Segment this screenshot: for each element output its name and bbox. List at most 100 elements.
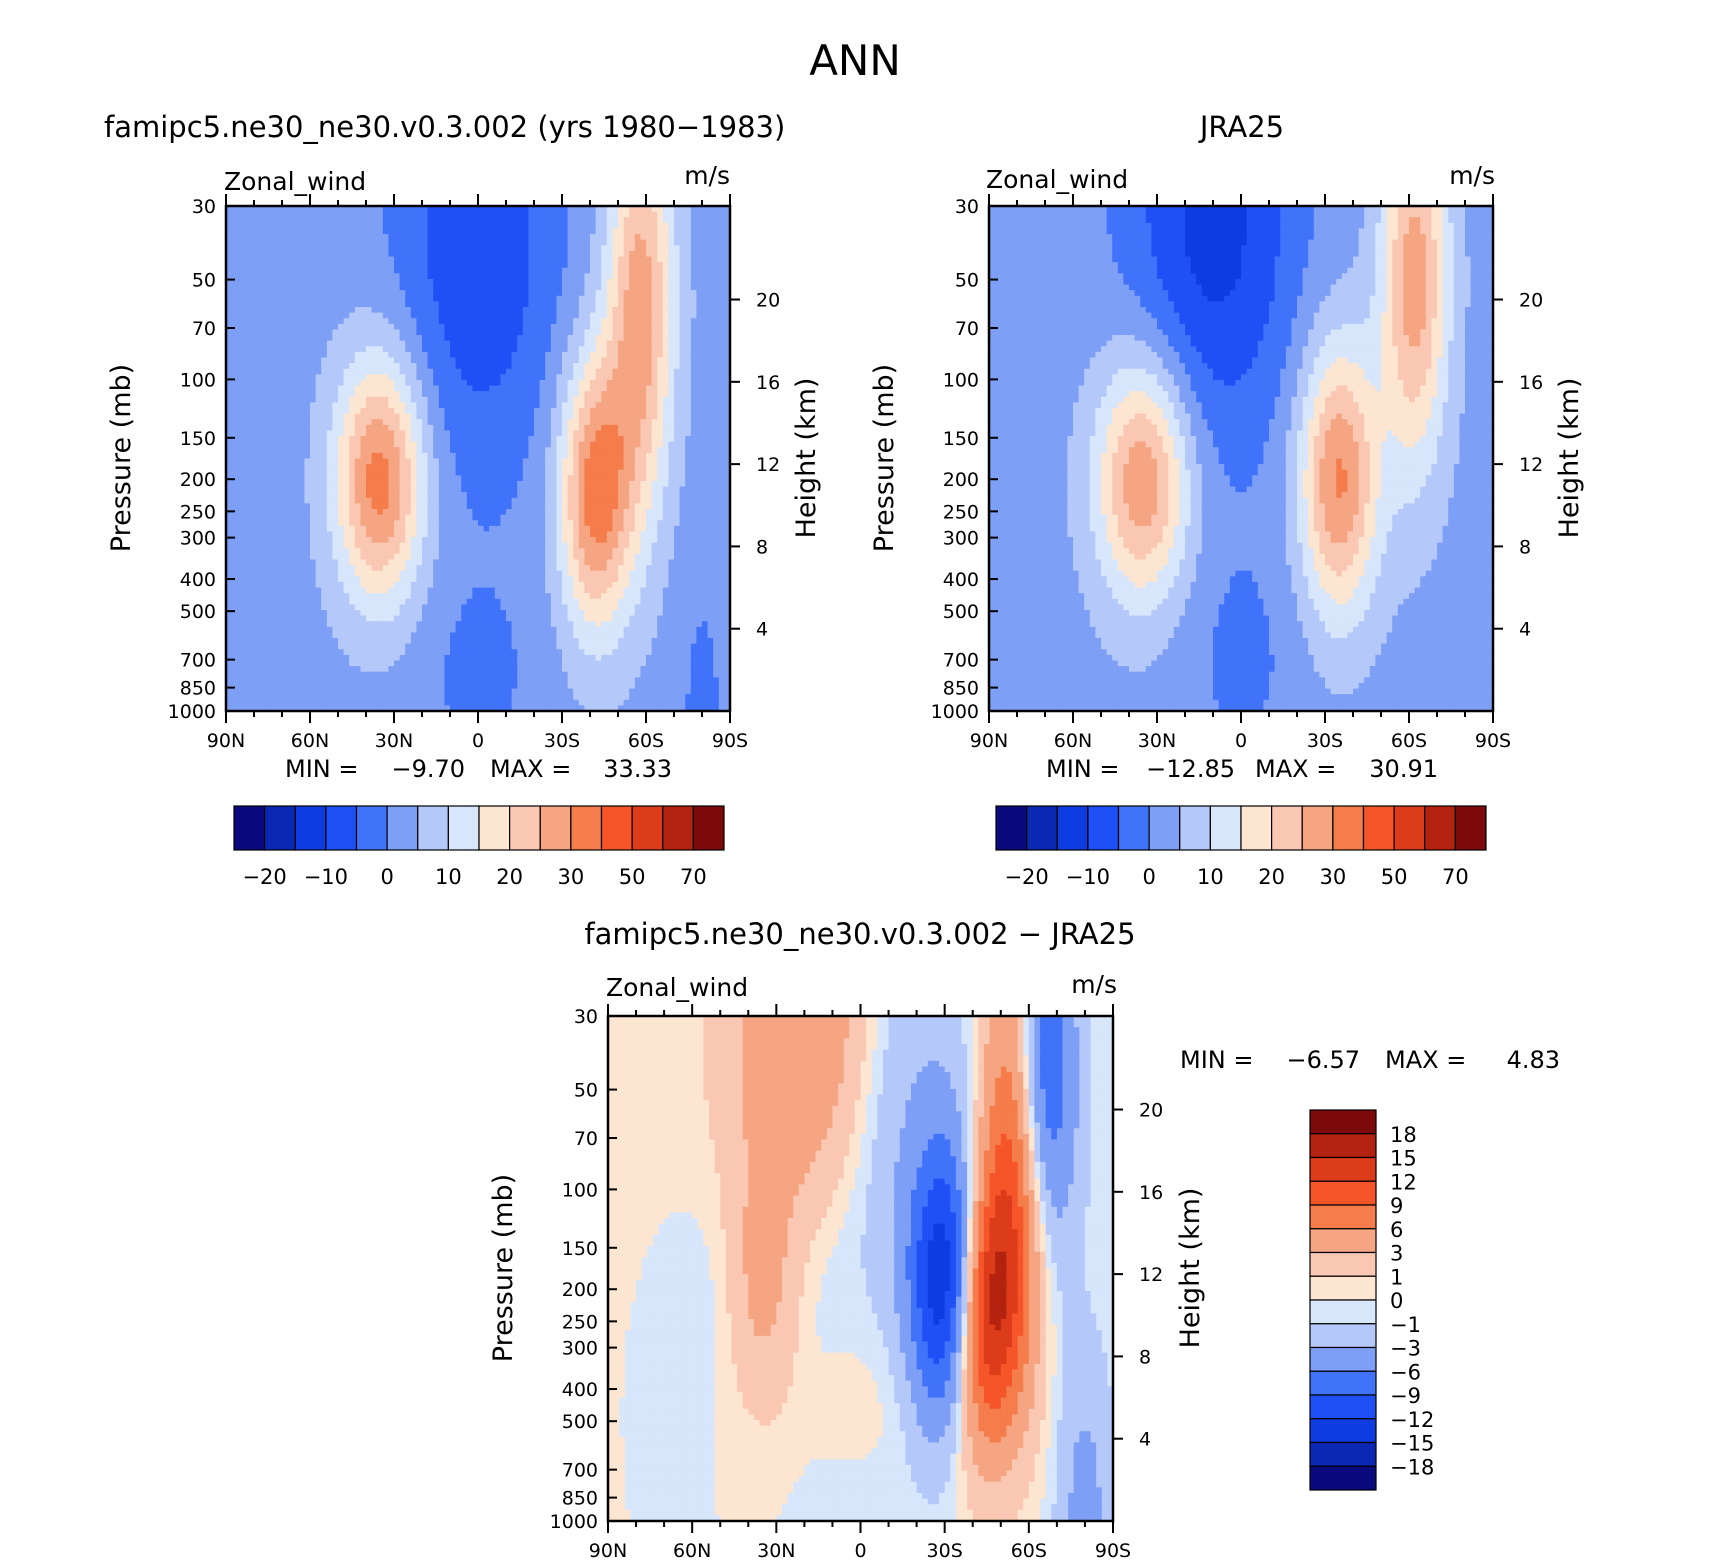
contour-cell xyxy=(511,419,518,426)
contour-cell xyxy=(500,458,507,465)
contour-cell xyxy=(237,239,244,246)
contour-cell xyxy=(511,436,518,443)
contour-cell xyxy=(685,206,692,213)
contour-cell xyxy=(640,234,647,241)
contour-cell xyxy=(254,307,261,314)
contour-cell xyxy=(578,228,585,235)
contour-cell xyxy=(702,335,709,342)
contour-cell xyxy=(455,267,462,274)
contour-cell xyxy=(298,217,305,224)
contour-cell xyxy=(646,323,653,331)
contour-cell xyxy=(517,480,524,488)
contour-cell xyxy=(690,273,697,280)
contour-cell xyxy=(433,419,440,426)
contour-cell xyxy=(298,256,305,263)
contour-cell xyxy=(343,363,350,370)
contour-cell xyxy=(567,318,574,325)
contour-cell xyxy=(259,452,266,460)
contour-cell xyxy=(416,385,423,392)
contour-cell xyxy=(270,475,277,482)
contour-cell xyxy=(265,312,272,319)
contour-cell xyxy=(590,234,597,241)
contour-cell xyxy=(382,402,389,409)
contour-cell xyxy=(690,245,697,252)
contour-cell xyxy=(259,430,266,437)
contour-cell xyxy=(226,234,233,241)
contour-cell xyxy=(506,346,513,353)
contour-cell xyxy=(242,262,249,269)
contour-cell xyxy=(629,374,636,381)
contour-cell xyxy=(657,234,664,241)
contour-cell xyxy=(455,396,462,403)
contour-cell xyxy=(612,408,619,415)
contour-cell xyxy=(405,329,412,336)
contour-cell xyxy=(382,441,389,448)
contour-cell xyxy=(310,340,317,347)
contour-cell xyxy=(724,256,731,263)
contour-cell xyxy=(276,419,283,426)
contour-cell xyxy=(326,234,333,241)
contour-cell xyxy=(606,363,613,370)
contour-cell xyxy=(321,301,328,308)
contour-cell xyxy=(310,391,317,398)
contour-cell xyxy=(674,273,681,280)
contour-cell xyxy=(276,234,283,241)
contour-cell xyxy=(556,278,563,286)
contour-cell xyxy=(646,475,653,482)
contour-cell xyxy=(713,458,720,465)
contour-cell xyxy=(321,239,328,246)
contour-cell xyxy=(494,430,501,437)
contour-cell xyxy=(332,234,339,241)
contour-cell xyxy=(618,329,625,336)
contour-cell xyxy=(494,363,501,370)
contour-cell xyxy=(713,245,720,252)
contour-cell xyxy=(276,503,283,510)
contour-cell xyxy=(618,211,625,218)
contour-cell xyxy=(276,486,283,493)
contour-cell xyxy=(438,413,445,420)
contour-cell xyxy=(349,290,356,297)
contour-cell xyxy=(282,211,289,218)
contour-cell xyxy=(623,464,630,471)
contour-cell xyxy=(662,245,669,252)
contour-cell xyxy=(522,452,529,460)
contour-cell xyxy=(629,391,636,398)
contour-cell xyxy=(293,363,300,370)
contour-cell xyxy=(388,458,395,465)
contour-cell xyxy=(478,486,485,493)
contour-cell xyxy=(371,284,378,291)
contour-cell xyxy=(651,318,658,325)
contour-cell xyxy=(478,206,485,213)
contour-cell xyxy=(410,424,417,432)
contour-cell xyxy=(634,234,641,241)
contour-cell xyxy=(444,222,451,230)
contour-cell xyxy=(707,346,714,353)
contour-cell xyxy=(679,480,686,488)
contour-cell xyxy=(500,307,507,314)
contour-cell xyxy=(534,503,541,510)
contour-cell xyxy=(410,222,417,230)
contour-cell xyxy=(478,323,485,331)
contour-cell xyxy=(371,452,378,460)
contour-cell xyxy=(315,318,322,325)
contour-cell xyxy=(478,340,485,347)
contour-cell xyxy=(343,374,350,381)
contour-cell xyxy=(293,222,300,230)
contour-cell xyxy=(231,222,238,230)
contour-cell xyxy=(506,222,513,230)
contour-cell xyxy=(332,262,339,269)
contour-cell xyxy=(595,363,602,370)
contour-cell xyxy=(276,323,283,331)
contour-cell xyxy=(668,284,675,291)
contour-cell xyxy=(438,206,445,213)
contour-cell xyxy=(696,447,703,454)
contour-cell xyxy=(237,250,244,258)
contour-cell xyxy=(399,250,406,258)
contour-cell xyxy=(377,206,384,213)
contour-cell xyxy=(662,368,669,375)
contour-cell xyxy=(651,509,658,516)
contour-cell xyxy=(494,424,501,432)
contour-cell xyxy=(550,391,557,398)
contour-cell xyxy=(371,430,378,437)
contour-cell xyxy=(494,278,501,286)
